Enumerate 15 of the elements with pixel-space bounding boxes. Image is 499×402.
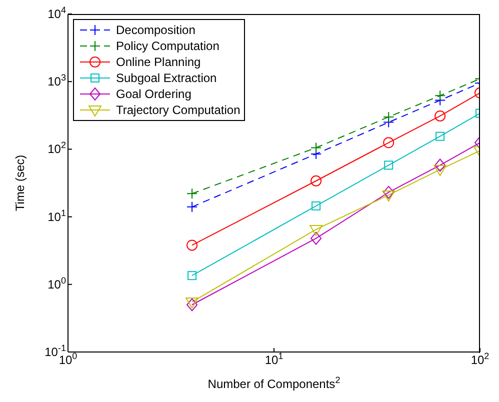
- legend-label: Policy Computation: [116, 39, 220, 53]
- y-tick-label: 10$^{4}$: [48, 5, 66, 21]
- legend-label: Subgoal Extraction: [116, 71, 217, 85]
- legend-label: Trajectory Computation: [116, 103, 240, 117]
- x-axis-title: Number of Components$^{2}$: [208, 375, 340, 391]
- legend-label: Online Planning: [116, 55, 201, 69]
- x-tick-label: 10$^{2}$: [470, 351, 490, 367]
- y-tick-label: 10$^{0}$: [48, 275, 66, 292]
- y-axis-title: Time (sec): [13, 154, 27, 212]
- y-tick-label: 10$^{1}$: [48, 208, 66, 224]
- y-tick-label: 10$^{3}$: [48, 72, 66, 89]
- y-tick-label: 10$^{2}$: [48, 140, 66, 156]
- legend-label: Decomposition: [116, 23, 196, 37]
- x-tick-label: 10$^{1}$: [264, 351, 284, 367]
- legend-label: Goal Ordering: [116, 87, 192, 101]
